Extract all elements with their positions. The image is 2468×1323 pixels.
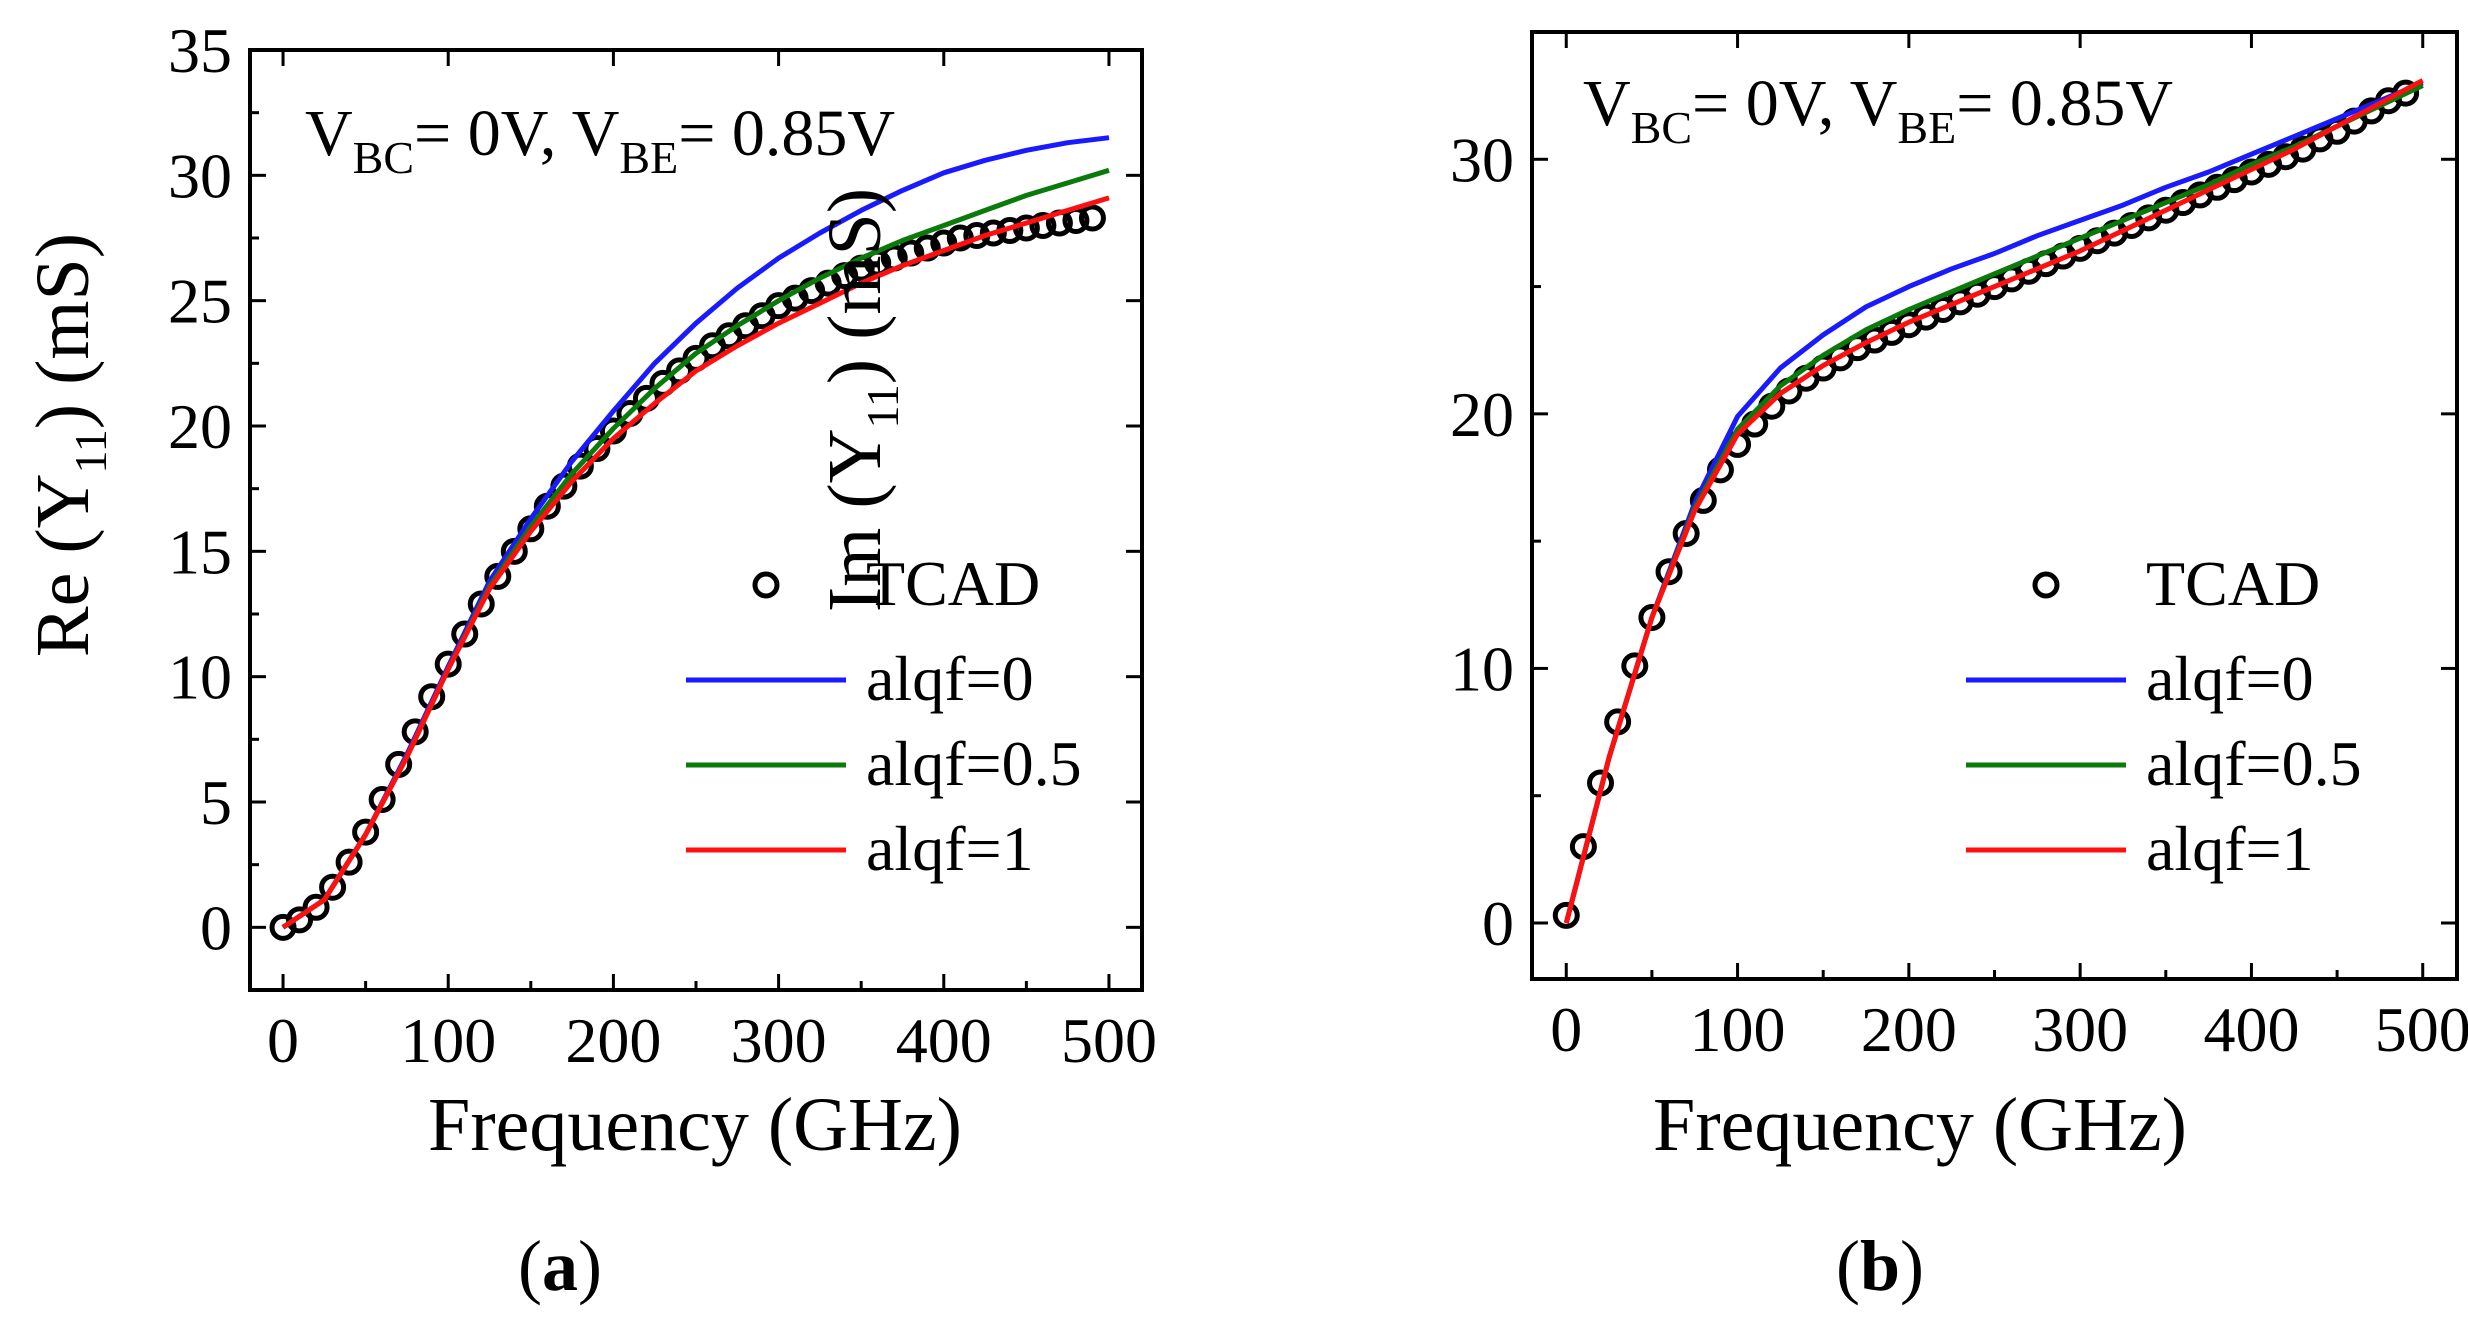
- panel-a-tcad-point: [451, 620, 479, 648]
- panel-b-annot-s2: BE: [1897, 102, 1956, 153]
- panel-b-tcad-point: [1552, 901, 1580, 929]
- panel-b-annotation: VBC= 0V, VBE= 0.85V: [1583, 67, 2173, 153]
- panel-a-y-tick-label: 20: [168, 391, 232, 462]
- panel-a-annot-m1: = 0V, V: [414, 97, 619, 170]
- panel-b-legend-label-alqf-0-5: alqf=0.5: [2146, 728, 2362, 799]
- panel-b-tcad-point: [1655, 558, 1683, 586]
- panel-b-annot-m1: = 0V, V: [1692, 67, 1897, 140]
- panel-b-x-axis-title: Frequency (GHz): [1653, 1083, 2187, 1167]
- panel-a-y-axis-title: Re (Y11) (mS): [21, 233, 116, 657]
- panel-b-x-tick-label: 300: [2032, 994, 2128, 1065]
- panel-a-legend-label-alqf-1: alqf=1: [866, 813, 1034, 884]
- panel-a-x-tick-label: 100: [400, 1005, 496, 1076]
- panel-b-series-tcad: [1552, 79, 2420, 929]
- panel-b-annot-m2: = 0.85V: [1956, 67, 2173, 140]
- panel-a-y-tick-label: 25: [168, 266, 232, 337]
- panel-a-y-tick-label: 5: [200, 767, 232, 838]
- panel-a-y-tick-label: 35: [168, 15, 232, 86]
- panel-a-tcad-point: [335, 848, 363, 876]
- panel-a-legend-label-alqf-0: alqf=0: [866, 643, 1034, 714]
- panel-a-legend: TCAD alqf=0 alqf=0.5 alqf=1: [686, 548, 1082, 884]
- panel-a-tcad-point: [434, 650, 462, 678]
- panel-a-x-axis-title: Frequency (GHz): [428, 1083, 962, 1167]
- panel-a-y-title-prefix: Re (Y: [21, 473, 105, 657]
- panel-b-legend: TCAD alqf=0 alqf=0.5 alqf=1: [1966, 548, 2362, 884]
- panel-b-annot-v1: V: [1583, 67, 1631, 140]
- panel-a-tcad-point: [583, 435, 611, 463]
- panel-a-series-line-alqf-0: [281, 135, 1110, 930]
- panel-a-tcad-point: [1029, 211, 1057, 239]
- panel-a-legend-label-tcad: TCAD: [866, 548, 1040, 619]
- panel-a-x-tick-label: 400: [896, 1005, 992, 1076]
- panel-a-x-tick-label: 0: [267, 1005, 299, 1076]
- panel-b-x-tick-label: 500: [2375, 994, 2468, 1065]
- panel-a-annotation: VBC= 0V, VBE= 0.85V: [305, 97, 895, 183]
- panel-b-y-title-suffix: ) (mS): [813, 188, 897, 384]
- panel-b-tcad-point: [1638, 604, 1666, 632]
- panel-a-tcad-point: [930, 229, 958, 257]
- panel-b-plot-frame: [1530, 30, 2459, 981]
- panel-a-y-tick-label: 10: [168, 642, 232, 713]
- panel-a-series-line-alqf-1: [281, 195, 1110, 930]
- panel-a-annot-s1: BC: [353, 132, 414, 183]
- panel-a-annot-s2: BE: [619, 132, 678, 183]
- panel-b-legend-label-alqf-0: alqf=0: [2146, 643, 2314, 714]
- panel-a-annot-m2: = 0.85V: [678, 97, 895, 170]
- panel-a-y-tick-label: 30: [168, 140, 232, 211]
- svg-text:Re (Y11) (mS): Re (Y11) (mS): [21, 233, 116, 657]
- panel-b-y-tick-label: 0: [1482, 888, 1514, 959]
- panel-b-annot-s1: BC: [1631, 102, 1692, 153]
- panel-b-y-tick-label: 30: [1450, 124, 1514, 195]
- panel-a-y-title-suffix: ) (mS): [21, 233, 105, 429]
- panel-a-legend-label-alqf-0-5: alqf=0.5: [866, 728, 1082, 799]
- panel-b-x-tick-label: 100: [1690, 994, 1786, 1065]
- panel-a-tcad-point: [979, 219, 1007, 247]
- panel-a-annot-v1: V: [305, 97, 353, 170]
- panel-b-legend-label-tcad: TCAD: [2146, 548, 2320, 619]
- panel-a-x-tick-label: 300: [731, 1005, 827, 1076]
- panel-b-y-tick-label: 20: [1450, 379, 1514, 450]
- panel-a-y-tick-label: 0: [200, 892, 232, 963]
- panel-a-tcad-point: [286, 906, 314, 934]
- panel-b-y-title-sub: 11: [857, 384, 908, 428]
- panel-b-series-line-alqf-0: [1563, 80, 2424, 924]
- panel-b-x-tick-label: 200: [1861, 994, 1957, 1065]
- panel-a-y-title-sub: 11: [65, 429, 116, 473]
- panel-a-tcad-point: [302, 893, 330, 921]
- panel-a: Re (Y11) (mS) Frequency (GHz) VBC= 0V, V…: [21, 15, 1157, 1306]
- panel-a-x-tick-label: 200: [565, 1005, 661, 1076]
- panel-b-legend-label-alqf-1: alqf=1: [2146, 813, 2314, 884]
- panel-a-tcad-point: [319, 873, 347, 901]
- panel-a-legend-swatch-tcad: [752, 571, 780, 599]
- panel-b-x-tick-label: 0: [1550, 994, 1582, 1065]
- panel-b: Im (Y11) (mS) Frequency (GHz) VBC= 0V, V…: [813, 30, 2468, 1306]
- panel-b-label-letter: b: [1860, 1226, 1900, 1306]
- panel-a-label-letter: a: [542, 1226, 578, 1306]
- panel-a-tcad-point: [352, 818, 380, 846]
- panel-a-label: (a): [518, 1226, 602, 1306]
- panel-b-legend-swatch-tcad: [2032, 571, 2060, 599]
- panel-b-y-title-prefix: Im (Y: [813, 428, 897, 612]
- panel-b-series-line-alqf-1: [1563, 78, 2424, 924]
- panel-b-y-tick-label: 10: [1450, 633, 1514, 704]
- panel-a-tcad-point: [1078, 204, 1106, 232]
- panel-a-x-tick-label: 500: [1061, 1005, 1157, 1076]
- panel-b-x-tick-label: 400: [2203, 994, 2299, 1065]
- panel-a-y-tick-label: 15: [168, 516, 232, 587]
- panel-a-tcad-point: [368, 785, 396, 813]
- svg-text:Im (Y11) (mS): Im (Y11) (mS): [813, 188, 908, 612]
- panel-b-y-axis-title: Im (Y11) (mS): [813, 188, 908, 612]
- panel-b-label: (b): [1836, 1226, 1924, 1306]
